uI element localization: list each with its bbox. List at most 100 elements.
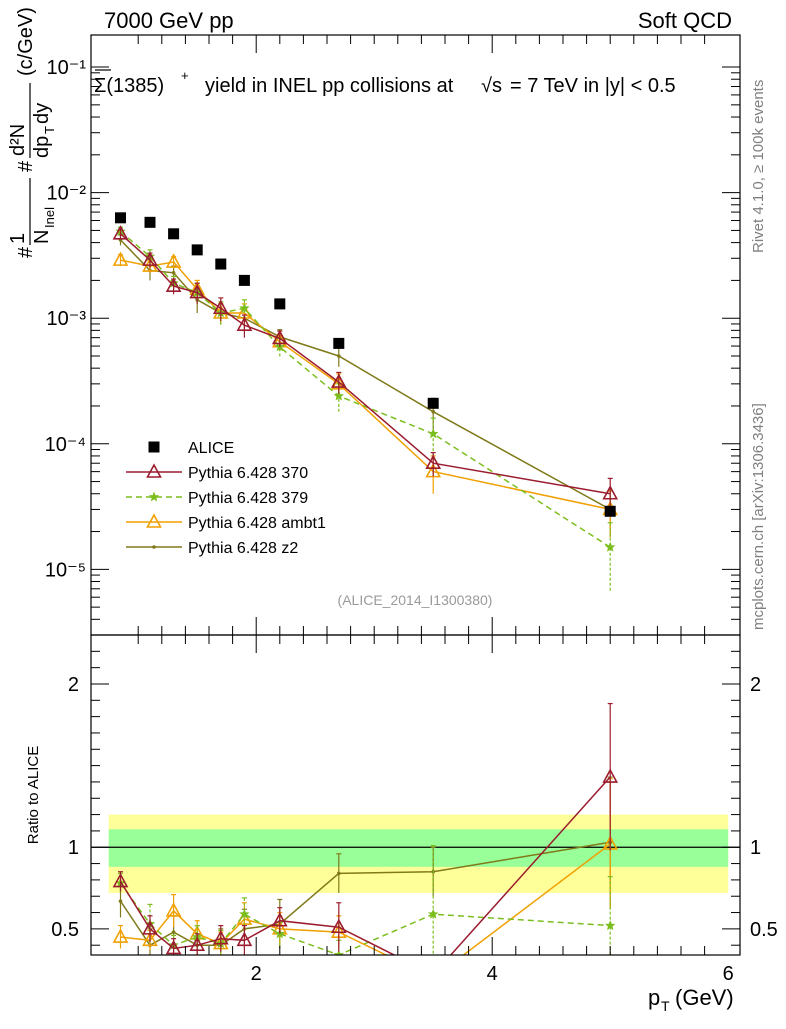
- ylabel-d2n: d²N: [7, 124, 29, 156]
- data-point: [215, 258, 227, 270]
- data-point: [171, 270, 176, 275]
- ratio-point: [212, 929, 229, 945]
- legend-label: ALICE: [188, 440, 234, 457]
- ylabel-hash-2: #: [15, 160, 37, 172]
- header-right: Soft QCD: [638, 8, 732, 33]
- data-point: [168, 228, 180, 240]
- ratio-point: [165, 939, 182, 955]
- ratio-point: [427, 971, 440, 983]
- ratio-point: [427, 968, 440, 980]
- ratio-plot-frame: [90, 634, 741, 956]
- data-point: [337, 354, 341, 358]
- data-point: [605, 541, 616, 552]
- ratio-point: [605, 920, 616, 931]
- legend-label: Pythia 6.428 ambt1: [188, 515, 326, 532]
- data-point: [427, 397, 439, 409]
- rivet-label: Rivet 4.1.0, ≥ 100k events: [750, 80, 767, 253]
- data-point: [428, 428, 439, 439]
- ratio-point: [330, 918, 347, 934]
- ratio-point: [428, 908, 439, 919]
- ylabel-dy: dy: [31, 103, 53, 124]
- data-point: [330, 373, 347, 388]
- ratio-y-tick-label: 2: [68, 674, 79, 696]
- data-point: [112, 251, 129, 266]
- legend-marker: [146, 463, 162, 478]
- data-point: [112, 225, 129, 240]
- ratio-y-tick-label: 0.5: [51, 919, 79, 941]
- xlabel-p: p: [648, 985, 660, 1010]
- ratio-plot-data-area: [91, 702, 740, 983]
- x-tick-label: 2: [251, 963, 262, 985]
- xlabel-unit: (GeV): [675, 985, 734, 1010]
- data-point: [271, 329, 288, 345]
- plot-title: Σ(1385) + yield in INEL pp collisions at…: [94, 68, 676, 97]
- y-tick-label: 10⁻²: [47, 183, 87, 205]
- ratio-line-pythia-6-428-379: [119, 882, 611, 955]
- ylabel-unit: (c/GeV): [15, 7, 37, 76]
- ratio-series-pythia-6-428-370: [112, 702, 619, 980]
- data-point: [165, 277, 182, 292]
- ratio-tick-labels: 0.5 0.5 1 1 2 2 2 4 6: [51, 674, 778, 985]
- data-point: [425, 462, 442, 478]
- ylabel-n: N: [31, 230, 53, 244]
- data-point: [238, 274, 250, 286]
- ratio-point: [165, 902, 182, 917]
- ratio-point: [171, 930, 176, 934]
- ratio-line-pythia-6-428-370: [119, 776, 611, 955]
- data-point: [425, 454, 442, 470]
- main-y-axis-label: # 1 N Inel # d²N dp T dy (c/GeV): [7, 7, 57, 258]
- main-plot-ticks: [91, 35, 740, 636]
- legend-label: Pythia 6.428 z2: [188, 540, 298, 557]
- ylabel-dp: dp: [31, 136, 53, 158]
- x-axis-label: p T (GeV): [648, 985, 734, 1014]
- data-point: [212, 299, 229, 315]
- legend-marker: [148, 491, 160, 502]
- data-point: [239, 302, 250, 313]
- mcplots-label: mcplots.cern.ch [arXiv:1306.3436]: [750, 403, 767, 630]
- ratio-y-tick-label-right: 2: [750, 674, 761, 696]
- y-tick-label: 10⁻⁴: [45, 434, 86, 456]
- data-point: [274, 298, 286, 310]
- ratio-point: [118, 899, 123, 903]
- series-line-pythia-6-428-z2: [119, 239, 611, 511]
- analysis-watermark: (ALICE_2014_I1300380): [338, 592, 493, 608]
- title-middle: yield in INEL pp collisions at: [205, 75, 454, 97]
- data-point: [189, 283, 206, 299]
- title-particle: Σ(1385): [94, 75, 164, 97]
- legend-marker: [148, 441, 160, 453]
- ylabel-t: T: [42, 126, 57, 134]
- series-line-pythia-6-428-370: [120, 233, 611, 495]
- ratio-point: [142, 920, 158, 935]
- ratio-point: [236, 931, 253, 947]
- ratio-y-tick-label: 1: [68, 837, 79, 859]
- title-sqrt-s: √s: [481, 75, 502, 97]
- legend-marker: [152, 545, 156, 549]
- x-tick-label: 4: [487, 963, 498, 985]
- uncertainty-band-inner: [108, 829, 729, 867]
- ylabel-inel: Inel: [42, 207, 57, 228]
- header-left: 7000 GeV pp: [104, 8, 234, 33]
- series-pythia-6-428-370: [112, 225, 619, 516]
- title-charge: +: [181, 68, 189, 83]
- legend-label: Pythia 6.428 379: [188, 490, 308, 507]
- main-plot-panel: 10⁻¹ 10⁻² 10⁻³ 10⁻⁴ 10⁻⁵ Σ(1385) + yield in …: [7, 7, 741, 636]
- ylabel-hash-1: #: [15, 246, 37, 258]
- ratio-point: [333, 949, 344, 955]
- ratio-point: [112, 928, 129, 943]
- y-tick-label: 10⁻¹: [47, 57, 87, 79]
- data-point: [236, 316, 253, 331]
- data-point: [604, 505, 616, 517]
- y-tick-label: 10⁻³: [47, 308, 87, 330]
- main-y-tick-labels: 10⁻¹ 10⁻² 10⁻³ 10⁻⁴ 10⁻⁵: [45, 57, 87, 581]
- legend: ALICE Pythia 6.428 370 Pythia 6.428 379 Pyt…: [126, 440, 326, 557]
- data-point: [333, 390, 344, 401]
- ratio-plot-panel: 0.5 0.5 1 1 2 2 2 4 6 Ratio to ALICE p T (GeV): [25, 634, 778, 1014]
- title-energy: = 7 TeV in |y| < 0.5: [510, 75, 676, 97]
- legend-marker: [146, 513, 162, 528]
- series-alice: [115, 212, 616, 517]
- ratio-point: [337, 871, 341, 876]
- ratio-point: [142, 931, 158, 947]
- data-point: [142, 251, 158, 266]
- data-point: [431, 409, 436, 414]
